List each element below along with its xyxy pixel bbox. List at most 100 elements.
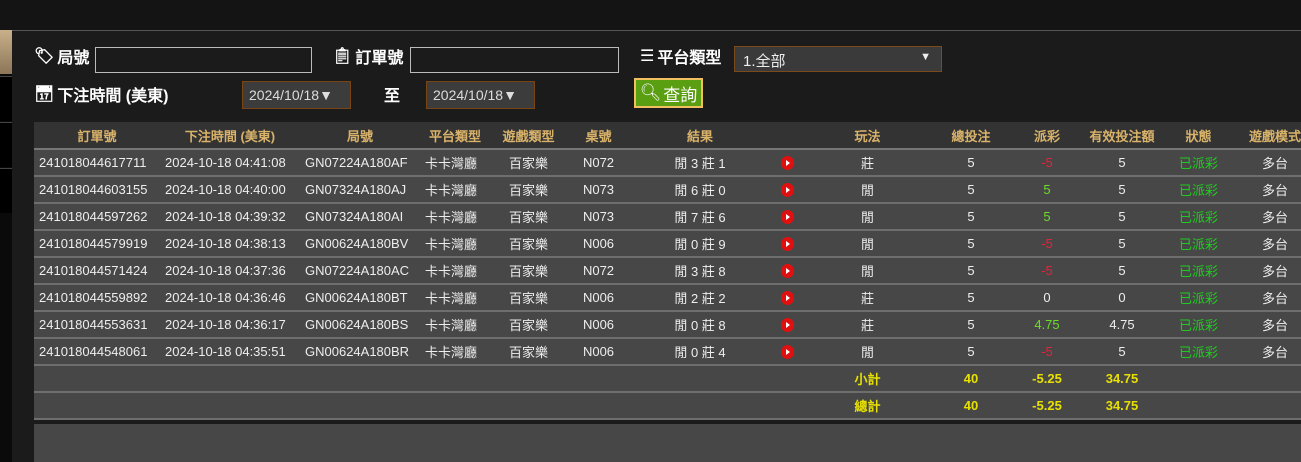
table-cell: 4.75 [1082,311,1162,339]
table-cell: GN00624A180BS [300,311,420,339]
table-cell: 百家樂 [490,176,567,204]
play-video-icon[interactable] [781,264,794,279]
column-header: 訂單號 [34,122,160,150]
table-cell: 2024-10-18 04:35:51 [160,338,300,366]
table-cell [1162,392,1235,420]
play-video-icon[interactable] [781,183,794,198]
video-cell [770,230,805,258]
search-icon: 🔍︎ [639,83,662,102]
table-cell: GN07224A180AF [300,149,420,177]
table-cell: 2024-10-18 04:36:46 [160,284,300,312]
table-cell [1162,365,1235,393]
column-header: 桌號 [567,122,630,150]
date-from-picker[interactable]: 2024/10/18▼ [242,81,351,109]
play-video-icon[interactable] [781,210,794,225]
side-tab[interactable] [0,30,14,74]
table-cell: 5 [930,257,1012,285]
table-cell: 5 [930,284,1012,312]
play-video-icon[interactable] [781,345,794,360]
table-cell [34,365,160,393]
column-header: 派彩 [1012,122,1082,150]
table-cell: -5 [1012,257,1082,285]
table-cell: 百家樂 [490,311,567,339]
calendar-icon: 📅︎ [34,86,55,103]
table-cell: 241018044571424 [34,257,160,285]
table-cell: 莊 [805,311,930,339]
table-cell: 241018044579919 [34,230,160,258]
total-payout: -5.25 [1012,392,1082,420]
video-cell [770,311,805,339]
table-cell: 2024-10-18 04:40:00 [160,176,300,204]
table-cell: 已派彩 [1162,176,1235,204]
time-label: 📅︎ 下注時間 (美東) [34,86,169,105]
side-item[interactable] [0,122,12,167]
table-empty-area [34,424,1301,462]
table-cell: 閒 3 莊 1 [630,149,770,177]
table-cell: 已派彩 [1162,203,1235,231]
table-cell: 閒 [805,176,930,204]
table-row: 241018044617711 2024-10-18 04:41:08 GN0722… [34,149,1301,177]
subtotal-bet: 40 [930,365,1012,393]
date-to-picker[interactable]: 2024/10/18▼ [426,81,535,109]
table-cell [770,392,805,420]
table-row: 241018044597262 2024-10-18 04:39:32 GN0732… [34,203,1301,231]
table-cell: -5 [1012,230,1082,258]
table-cell: 5 [930,176,1012,204]
table-cell [770,365,805,393]
video-cell [770,203,805,231]
order-input[interactable] [410,47,619,73]
table-cell: 241018044548061 [34,338,160,366]
total-valid: 34.75 [1082,392,1162,420]
total-row: 總計 40 -5.25 34.75 [34,392,1301,420]
table-cell: 百家樂 [490,257,567,285]
table-cell: 5 [1012,203,1082,231]
table-cell: GN07324A180AJ [300,176,420,204]
table-cell: 5 [930,149,1012,177]
table-cell: 多台 [1235,230,1301,258]
table-cell: 2024-10-18 04:37:36 [160,257,300,285]
column-header: 局號 [300,122,420,150]
table-cell: 5 [930,230,1012,258]
table-cell: 2024-10-18 04:38:13 [160,230,300,258]
table-row: 241018044548061 2024-10-18 04:35:51 GN0062… [34,338,1301,366]
round-input[interactable] [95,47,312,73]
table-cell: 閒 6 莊 0 [630,176,770,204]
play-video-icon[interactable] [781,291,794,306]
table-cell: N072 [567,149,630,177]
table-cell: 已派彩 [1162,284,1235,312]
table-cell [1235,365,1301,393]
platform-select[interactable]: 1.全部 ▼ [734,46,942,72]
table-row: 241018044603155 2024-10-18 04:40:00 GN0732… [34,176,1301,204]
table-cell: GN00624A180BR [300,338,420,366]
table-cell: 多台 [1235,284,1301,312]
play-video-icon[interactable] [781,237,794,252]
table-cell: 百家樂 [490,338,567,366]
table-cell: 莊 [805,149,930,177]
total-bet: 40 [930,392,1012,420]
table-cell: 已派彩 [1162,149,1235,177]
table-row: 241018044579919 2024-10-18 04:38:13 GN0062… [34,230,1301,258]
server-icon: ☰ [640,48,655,65]
table-cell: 5 [1082,257,1162,285]
table-cell: 閒 [805,338,930,366]
video-cell [770,176,805,204]
query-button[interactable]: 🔍︎ 查詢 [634,78,703,108]
table-cell: GN00624A180BT [300,284,420,312]
side-item[interactable] [0,76,12,121]
play-video-icon[interactable] [781,156,794,171]
table-cell: N072 [567,257,630,285]
tag-icon: 🏷︎ [34,48,55,65]
table-cell: 莊 [805,284,930,312]
side-item[interactable] [0,168,12,213]
table-cell: 多台 [1235,338,1301,366]
table-cell: 多台 [1235,149,1301,177]
table-cell [420,392,490,420]
order-label: 📋︎ 訂單號 [332,48,404,67]
table-cell: N073 [567,176,630,204]
table-cell: 0 [1082,284,1162,312]
table-cell [630,392,770,420]
table-cell: 2024-10-18 04:39:32 [160,203,300,231]
table-cell: 卡卡灣廳 [420,338,490,366]
play-video-icon[interactable] [781,318,794,333]
table-cell [420,365,490,393]
